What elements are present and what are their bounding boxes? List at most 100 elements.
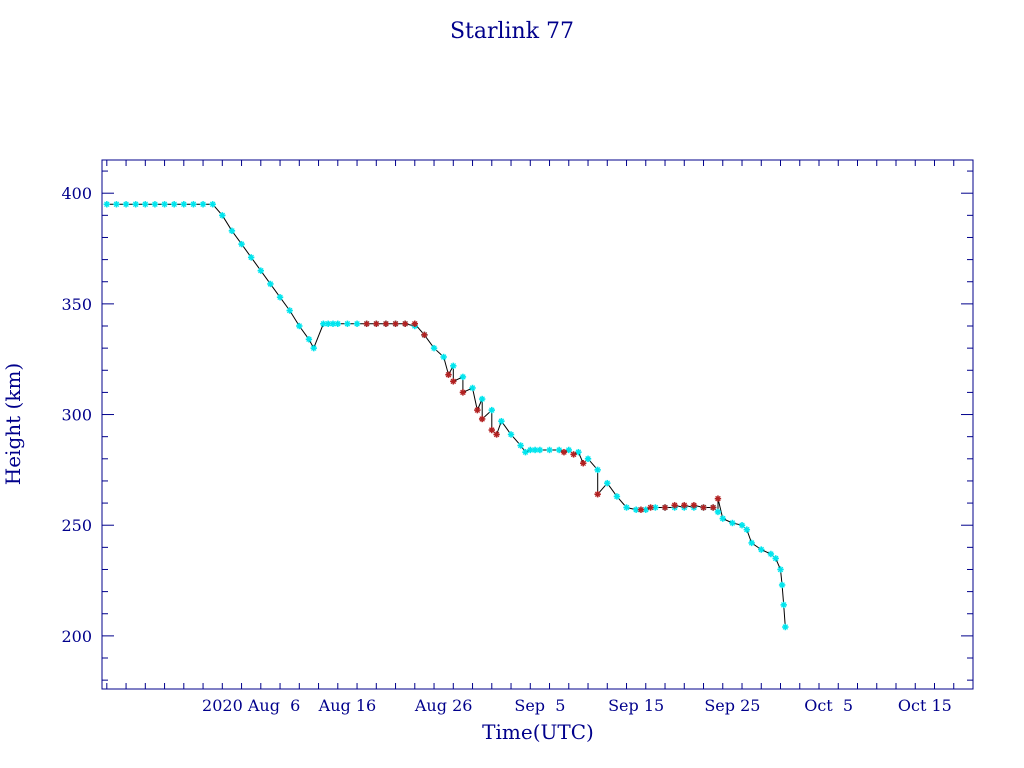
data-point (507, 431, 515, 438)
marker-stroke (662, 504, 668, 511)
data-point (450, 362, 457, 370)
data-point (555, 446, 563, 454)
marker-stroke (152, 201, 158, 208)
data-point (536, 446, 544, 454)
marker-stroke (700, 504, 707, 511)
data-point (709, 504, 717, 511)
marker-stroke (238, 241, 245, 247)
data-point (681, 502, 688, 509)
marker-stroke (161, 201, 168, 208)
data-point (257, 267, 265, 274)
data-point (594, 466, 601, 474)
data-point (671, 502, 678, 509)
data-point (363, 320, 370, 327)
data-point (478, 395, 486, 403)
series-points (103, 201, 789, 631)
data-point (310, 344, 317, 352)
data-point (122, 201, 130, 208)
data-point (209, 201, 216, 208)
y-axis-label: Height (km) (1, 363, 25, 485)
marker-stroke (517, 442, 524, 449)
data-point (228, 227, 236, 235)
marker-stroke (113, 201, 120, 208)
data-point (738, 522, 746, 529)
data-point (758, 546, 765, 553)
x-tick-label: Aug 26 (414, 696, 473, 715)
data-point (190, 201, 197, 208)
data-point (305, 336, 313, 343)
data-point (778, 581, 786, 589)
data-point (353, 320, 361, 327)
marker-stroke (594, 491, 601, 497)
data-point (748, 539, 755, 547)
marker-stroke (440, 354, 447, 360)
marker-stroke (421, 332, 428, 338)
data-point (392, 320, 399, 327)
data-point (527, 446, 534, 454)
marker-stroke (710, 504, 716, 511)
data-point (459, 373, 467, 381)
marker-stroke (744, 526, 750, 533)
marker-stroke (296, 323, 303, 329)
marker-stroke (537, 447, 543, 453)
data-point (690, 502, 698, 509)
marker-stroke (258, 267, 264, 274)
data-point (238, 240, 245, 248)
data-point (594, 491, 601, 498)
marker-stroke (460, 374, 466, 380)
marker-stroke (614, 493, 620, 500)
data-point (647, 504, 654, 511)
marker-stroke (325, 321, 331, 327)
marker-stroke (652, 504, 659, 511)
marker-stroke (566, 447, 572, 453)
marker-stroke (450, 363, 457, 369)
marker-stroke (643, 506, 649, 513)
data-point (642, 506, 649, 513)
marker-stroke (123, 201, 129, 208)
data-point (714, 495, 722, 502)
marker-stroke (460, 389, 466, 396)
marker-stroke (715, 509, 721, 515)
data-point (286, 307, 293, 314)
marker-stroke (633, 506, 639, 513)
data-point (247, 254, 255, 261)
y-axis: 200 250 300 350 400 (61, 170, 973, 681)
series-line (106, 203, 786, 628)
marker-stroke (671, 502, 678, 509)
marker-stroke (561, 449, 567, 455)
marker-stroke (546, 447, 553, 453)
marker-stroke (575, 449, 582, 455)
data-point (382, 320, 390, 327)
y-tick-label: 250 (61, 516, 92, 535)
data-point (580, 460, 587, 467)
marker-stroke (412, 321, 418, 327)
data-point (632, 506, 640, 513)
marker-stroke (320, 321, 327, 327)
data-point (469, 384, 476, 392)
data-point (411, 320, 418, 327)
data-point (522, 448, 529, 456)
marker-stroke (527, 447, 534, 453)
marker-stroke (594, 467, 601, 473)
marker-stroke (171, 201, 177, 208)
data-point (161, 201, 168, 208)
data-point (782, 623, 789, 631)
data-point (584, 455, 592, 463)
marker-stroke (306, 336, 312, 343)
marker-stroke (373, 321, 380, 327)
data-point (474, 406, 481, 414)
chart-title: Starlink 77 (450, 19, 574, 44)
data-point (780, 601, 787, 609)
data-point (421, 331, 428, 339)
data-point (142, 201, 149, 208)
data-point (401, 320, 409, 327)
x-tick-label: Oct 15 (898, 696, 952, 715)
marker-stroke (402, 321, 408, 327)
marker-stroke (556, 447, 562, 453)
marker-stroke (638, 506, 644, 513)
data-point (743, 526, 751, 533)
marker-stroke (335, 321, 341, 327)
marker-stroke (779, 582, 785, 588)
x-tick-label: Sep 5 (514, 696, 565, 715)
y-tick-label: 300 (61, 406, 92, 425)
